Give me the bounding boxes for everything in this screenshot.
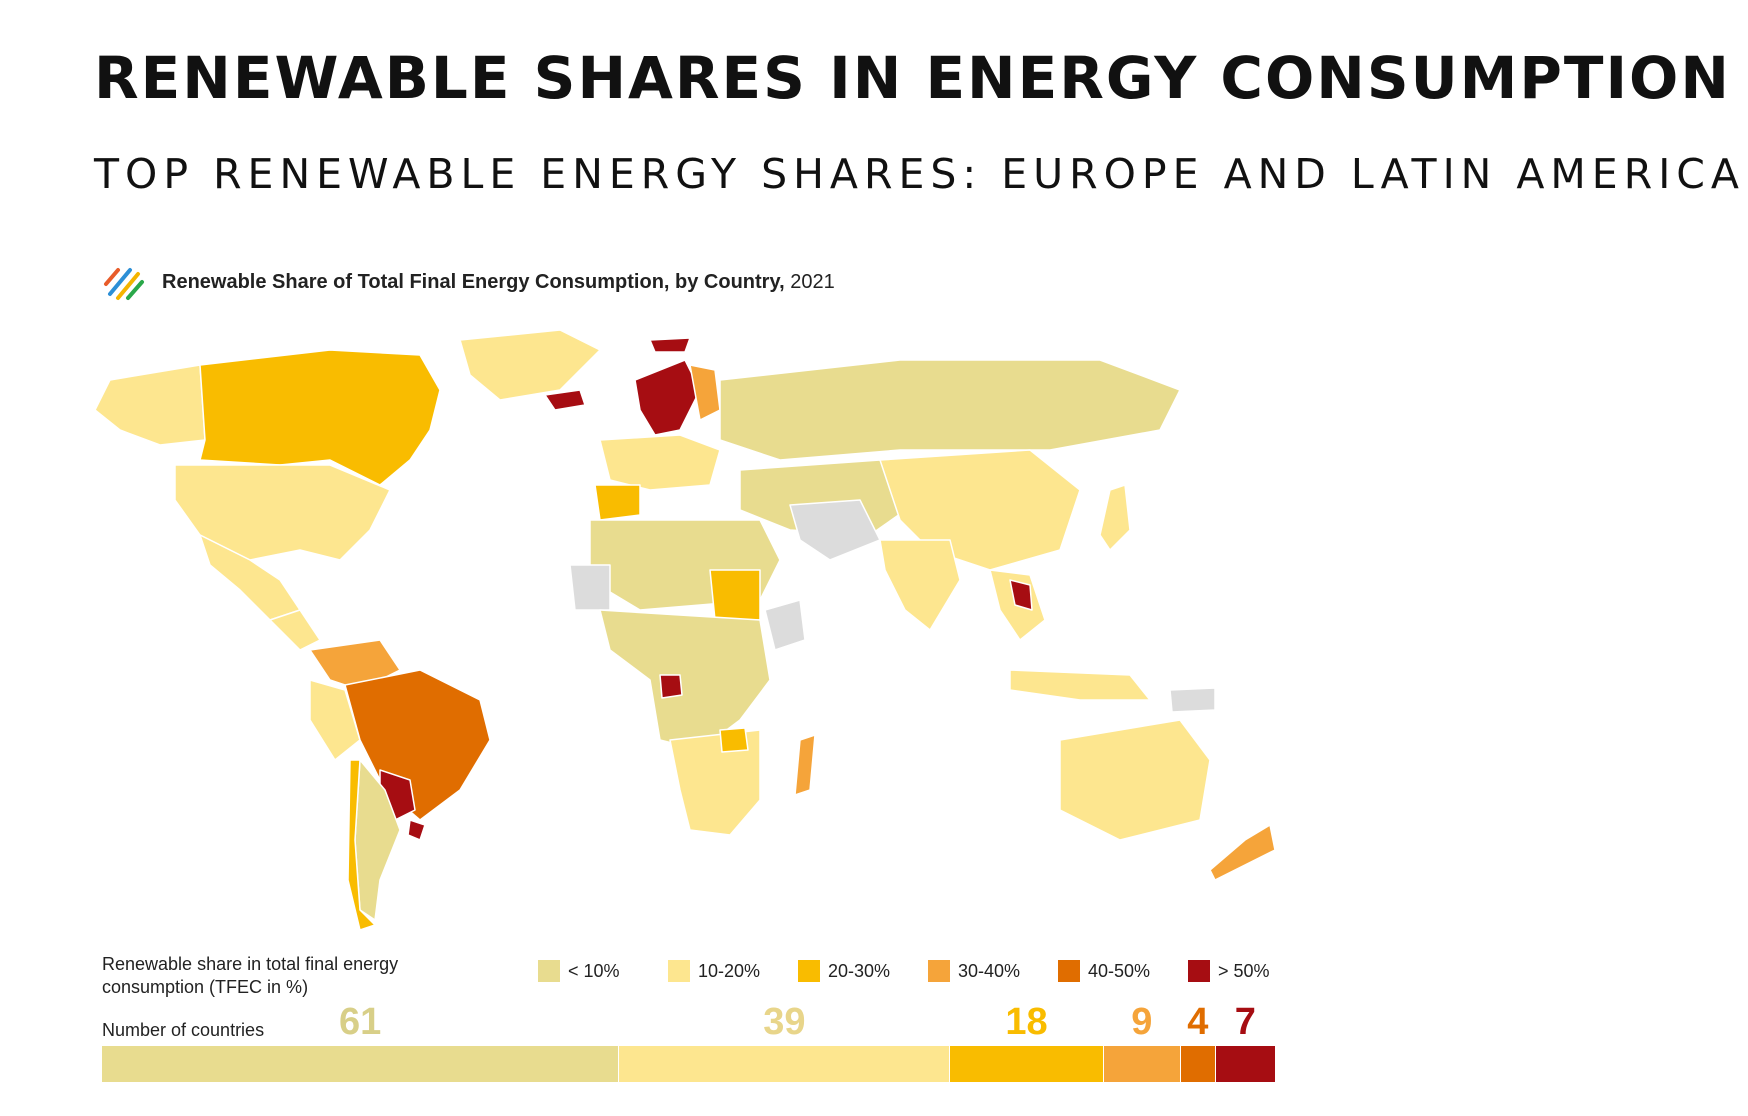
count-label: Number of countries [102,1020,265,1040]
region-sudan [709,569,761,621]
region-no-data-sahara [569,564,611,611]
legend-label: Renewable share in total final energy co… [102,954,399,997]
legend-item-label: 40-50% [1088,960,1151,981]
country-count-bar: 61 39 18 9 4 7 [102,1001,1276,1082]
count-value: 18 [1005,1001,1048,1043]
legend-item: 10-20% [668,960,798,982]
count-segment: 61 [102,1001,620,1082]
legend-item-label: 20-30% [828,960,891,981]
region-uruguay [407,819,426,841]
legend-item: > 50% [1188,960,1318,982]
legend-swatch [928,960,950,982]
region-iberia [594,484,641,521]
region-iceland [544,389,586,411]
region-zambia [719,727,749,753]
region-western-europe [599,434,721,491]
region-india [879,539,961,631]
region-peru [309,679,361,761]
region-no-data-horn [764,599,806,651]
legend-item: 20-30% [798,960,928,982]
legend-swatch [1058,960,1080,982]
count-segment: 9 [1103,1001,1181,1082]
region-japan [1099,484,1131,551]
page-title: RENEWABLE SHARES IN ENERGY CONSUMPTION [94,44,1731,112]
region-no-data-png [1169,687,1216,713]
region-svalbard [649,337,691,353]
chart-header: Renewable Share of Total Final Energy Co… [100,258,835,306]
region-usa [174,464,391,561]
region-canada [199,349,441,486]
region-finland [689,364,721,421]
legend-swatch [538,960,560,982]
region-gabon [659,674,683,699]
count-value: 4 [1187,1001,1209,1043]
legend-item: 40-50% [1058,960,1188,982]
map-title-year: 2021 [790,270,835,293]
map-title: Renewable Share of Total Final Energy Co… [162,271,835,294]
region-russia [719,359,1181,461]
legend-item-label: > 50% [1218,960,1270,981]
region-no-data-middle-east [789,499,881,561]
region-greenland [459,329,601,401]
region-australia [1059,719,1211,841]
count-segment: 39 [619,1001,951,1082]
count-value: 39 [763,1001,806,1043]
legend-item-label: 10-20% [698,960,761,981]
count-value: 7 [1234,1001,1256,1043]
region-indonesia [1009,669,1151,701]
legend-swatch [1188,960,1210,982]
legend-item: 30-40% [928,960,1058,982]
region-new-zealand [1209,824,1276,881]
legend-item-label: 30-40% [958,960,1021,981]
region-scandinavia [634,359,701,436]
legend-item-label: < 10% [568,960,620,981]
page-subtitle: TOP RENEWABLE ENERGY SHARES: EUROPE AND … [94,150,1745,198]
world-map [94,329,1276,931]
region-alaska [94,364,206,446]
region-central-america [269,609,321,651]
count-value: 61 [339,1001,382,1043]
report-logo-icon [104,268,144,300]
legend-swatch [798,960,820,982]
map-title-text: Renewable Share of Total Final Energy Co… [162,270,785,293]
region-laos [1009,579,1033,611]
legend-swatch [668,960,690,982]
count-segment: 18 [950,1001,1104,1082]
count-value: 9 [1131,1001,1153,1043]
legend: < 10% 10-20% 20-30% 30-40% 40-50% > 50% [538,960,1318,982]
count-segment: 4 [1180,1001,1216,1082]
region-madagascar [794,734,816,796]
region-chile [347,759,376,931]
region-southern-africa [669,729,761,836]
count-segment: 7 [1215,1001,1276,1082]
legend-item: < 10% [538,960,668,982]
